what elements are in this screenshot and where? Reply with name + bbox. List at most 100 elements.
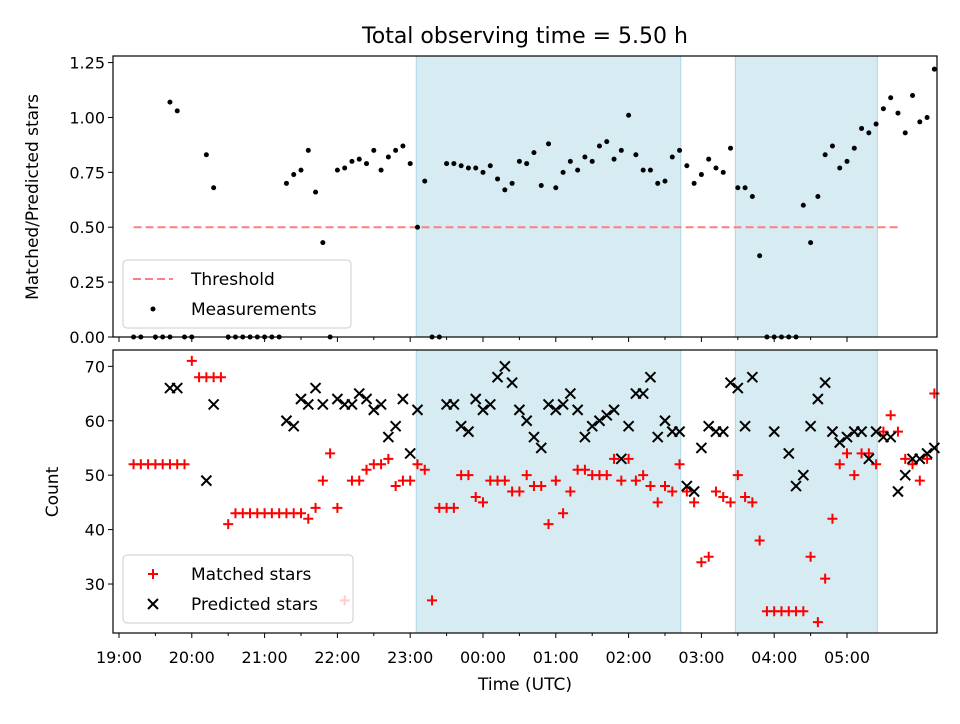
predicted-stars-point [535, 442, 547, 454]
measurement-point [567, 158, 573, 164]
y-tick-label: 0.25 [69, 273, 105, 292]
measurement-point [633, 152, 639, 158]
measurement-point [473, 165, 479, 171]
measurement-point [596, 143, 602, 149]
measurement-point [684, 163, 690, 169]
x-tick-label: 01:00 [533, 648, 579, 667]
matched-stars-point [579, 464, 590, 475]
measurement-point [829, 143, 835, 149]
predicted-stars-point [593, 415, 606, 427]
predicted-stars-point [302, 398, 314, 411]
matched-stars-point [827, 513, 838, 524]
matched-stars-point [558, 508, 569, 519]
predicted-stars-point [557, 398, 569, 411]
measurement-point [320, 240, 326, 246]
y-tick-label: 0.75 [69, 163, 105, 182]
predicted-stars-point [404, 447, 416, 460]
measurement-point [822, 152, 828, 158]
measurement-point [400, 143, 406, 149]
measurement-point [553, 185, 559, 191]
predicted-stars-point [834, 436, 846, 449]
predicted-stars-point [368, 404, 380, 416]
predicted-stars-point [746, 371, 759, 383]
matched-stars-point [732, 470, 743, 481]
measurement-point [713, 165, 719, 171]
measurement-point [691, 180, 697, 186]
matched-stars-point [885, 410, 896, 421]
matched-stars-point [412, 459, 423, 470]
matched-stars-point [820, 573, 831, 584]
predicted-stars-point [804, 420, 817, 432]
matched-stars-point [681, 486, 692, 497]
predicted-stars-point [455, 420, 467, 432]
matched-stars-point [390, 481, 401, 492]
predicted-stars-point [499, 360, 511, 373]
observing-window-0 [415, 349, 682, 634]
predicted-stars-point [812, 393, 824, 405]
matched-stars-point [914, 475, 925, 486]
matched-stars-point [550, 475, 561, 486]
measurement-point [706, 156, 712, 162]
predicted-stars-point [295, 393, 307, 405]
measurement-point [698, 172, 704, 178]
y-tick-label: 0.50 [69, 218, 105, 237]
matched-stars-point [616, 475, 627, 486]
legend-predicted-swatch [147, 598, 159, 610]
matched-stars-point [652, 497, 663, 508]
predicted-stars-point [389, 420, 402, 432]
measurement-point [611, 156, 617, 162]
measurement-point [575, 167, 581, 173]
chart-title: Total observing time = 5.50 h [361, 24, 688, 49]
predicted-stars-point [717, 425, 729, 438]
measurement-point [815, 194, 821, 199]
predicted-stars-point [397, 393, 409, 405]
measurement-point [349, 158, 355, 164]
predicted-stars-point [608, 404, 620, 416]
matched-stars-point [842, 448, 852, 459]
matched-stars-point [660, 481, 670, 492]
measurement-point [851, 145, 857, 151]
y-tick-label: 0.00 [69, 328, 105, 347]
measurement-point [808, 240, 814, 246]
matched-stars-point [448, 502, 459, 513]
y-tick-label: 50 [85, 466, 105, 485]
measurement-point [422, 178, 428, 184]
predicted-stars-point [921, 447, 933, 460]
predicted-stars-point [513, 404, 526, 416]
predicted-stars-point [331, 393, 344, 405]
matched-stars-point [747, 497, 758, 508]
measurement-point [873, 121, 879, 127]
measurement-point [203, 152, 209, 158]
matched-stars-point [725, 497, 736, 508]
matched-stars-point [521, 470, 532, 481]
predicted-stars-point [688, 485, 700, 498]
matched-stars-point [376, 459, 387, 470]
matched-stars-point [179, 459, 190, 470]
measurement-point [211, 185, 217, 191]
measurement-point [735, 185, 741, 191]
measurement-point [662, 178, 668, 184]
predicted-stars-point [491, 371, 504, 383]
predicted-stars-point [783, 447, 795, 460]
measurement-point [880, 106, 886, 112]
matched-stars-point [718, 491, 729, 502]
predicted-stars-point [571, 404, 584, 416]
measurement-point [749, 194, 755, 199]
predicted-stars-point [899, 469, 911, 481]
predicted-stars-point [768, 425, 780, 438]
x-tick-label: 23:00 [387, 648, 433, 667]
matched-stars-point [834, 459, 845, 470]
measurement-point [924, 114, 930, 120]
measurement-point [866, 130, 872, 136]
measurement-point [283, 180, 289, 186]
matched-stars-point [536, 481, 547, 492]
predicted-stars-point [280, 415, 293, 427]
measurement-point [618, 147, 624, 153]
matched-stars-point [427, 595, 438, 606]
predicted-stars-point [550, 404, 562, 416]
x-tick-label: 00:00 [460, 648, 506, 667]
matched-stars-point [463, 470, 474, 481]
predicted-stars-point [790, 480, 802, 492]
measurement-point [480, 169, 486, 175]
predicted-stars-point [615, 453, 628, 465]
